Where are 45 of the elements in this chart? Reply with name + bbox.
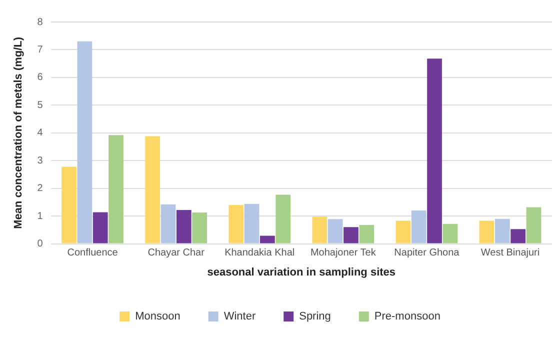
x-tick-label: West Binajuri [480,248,540,259]
y-tick-label: 5 [37,100,44,111]
bar [244,204,260,244]
bar [427,58,442,244]
bar [312,216,328,244]
y-axis-title: Mean concentration of metals (mg/L) [12,36,25,229]
bar [411,210,426,244]
x-tick-label: Napiter Ghona [394,248,460,259]
bar [192,212,208,244]
y-tick-label: 0 [37,238,44,250]
y-tick-label: 8 [37,16,44,28]
x-tick-label: Mohajoner Tek [310,248,377,259]
y-tick-label: 7 [37,44,44,56]
bar [228,204,244,244]
bar [526,207,542,244]
bar [160,204,176,244]
legend-label: Spring [299,310,331,323]
bar [442,224,458,244]
bar [359,224,374,244]
x-tick-label: Khandakia Khal [224,248,295,259]
y-tick-label: 1 [37,210,44,222]
x-tick-label: Chayar Char [148,248,206,259]
y-tick-label: 4 [37,128,44,139]
legend-label: Winter [224,310,256,323]
legend-label: Monsoon [135,310,180,323]
bar [494,218,510,244]
bar [176,210,192,244]
bar [344,227,358,244]
bar [260,236,275,244]
bar [276,194,291,244]
bar [62,166,76,244]
bar [328,219,343,244]
bar [92,212,108,244]
y-tick-label: 3 [37,155,44,166]
bar [396,220,411,244]
bar [479,220,494,244]
bar [108,135,124,244]
bar [77,41,92,244]
legend-label: Pre-monsoon [374,310,440,323]
y-tick-label: 2 [37,183,44,194]
bar [510,229,526,244]
bar [145,136,160,244]
x-axis-title: seasonal variation in sampling sites [207,266,396,278]
y-tick-label: 6 [37,72,44,84]
x-tick-label: Confluence [67,248,118,259]
